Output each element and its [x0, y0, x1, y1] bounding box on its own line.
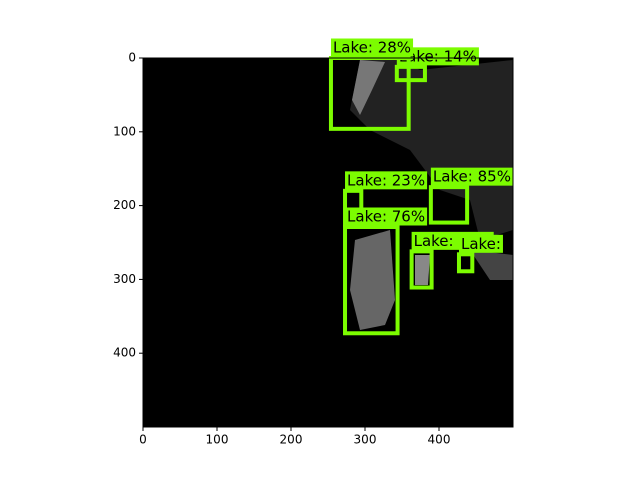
detection-label: Lake: 28% — [333, 39, 411, 57]
y-tick-label: 200 — [113, 198, 136, 212]
y-tick-label: 300 — [113, 272, 136, 286]
label-background — [330, 38, 414, 57]
label-background — [345, 207, 428, 226]
label-background — [345, 171, 428, 190]
y-tick-label: 400 — [113, 346, 136, 360]
detection-label: Lake: 23% — [347, 171, 425, 189]
detection-box — [409, 249, 434, 290]
x-tick-label: 100 — [206, 433, 229, 447]
detection-box — [456, 252, 475, 274]
detection-label: Lake: 85% — [433, 168, 511, 186]
detection-label: Lake: — [461, 235, 501, 253]
terrain — [350, 60, 513, 330]
label-background — [430, 167, 513, 186]
x-tick-label: 200 — [280, 433, 303, 447]
y-tick-label: 0 — [128, 51, 136, 65]
detection-box — [343, 225, 400, 336]
detection-label: Lake: 76% — [347, 208, 425, 226]
detection-box — [394, 64, 427, 83]
x-tick-label: 400 — [428, 433, 451, 447]
axes-frame — [142, 57, 514, 428]
y-tick-label: 100 — [113, 124, 136, 138]
detection-label: Lake: 14% — [399, 47, 477, 65]
x-tick-label: 300 — [354, 433, 377, 447]
x-tick-label: 0 — [139, 433, 147, 447]
label-background — [458, 234, 503, 253]
label-background — [396, 47, 479, 66]
detection-box — [428, 185, 470, 225]
